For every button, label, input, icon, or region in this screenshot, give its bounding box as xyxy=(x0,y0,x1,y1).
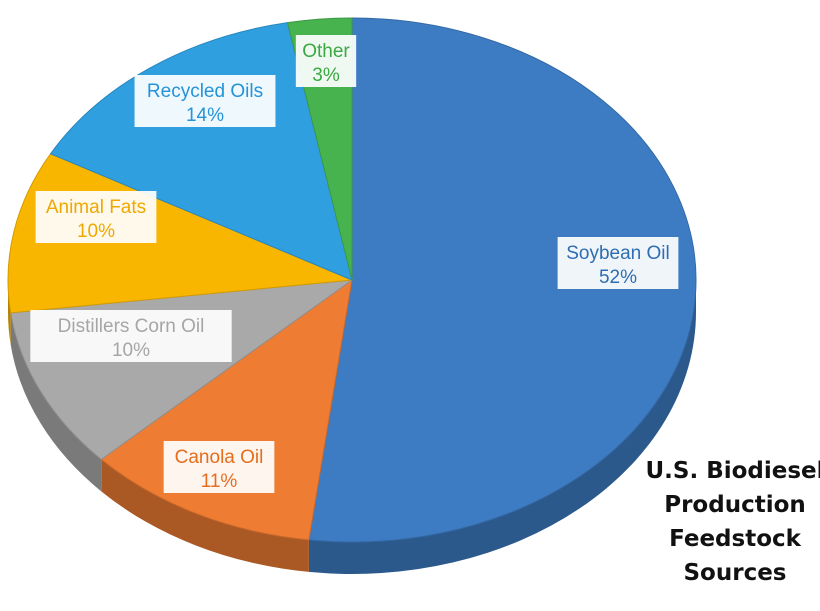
data-label-name: Soybean Oil xyxy=(566,243,670,264)
data-label-name: Animal Fats xyxy=(46,197,146,218)
data-label-box xyxy=(163,441,275,493)
data-label-other: Other 3% xyxy=(295,35,357,87)
pie-side-1 xyxy=(101,459,309,572)
pie-slice-recycled-oils xyxy=(49,22,353,281)
data-label-name: Recycled Oils xyxy=(147,81,263,102)
pie-side-walls xyxy=(8,280,696,574)
data-label-percent: 11% xyxy=(201,471,238,492)
data-label-recycled-oils: Recycled Oils 14% xyxy=(134,75,276,127)
pie-side-0 xyxy=(308,280,696,574)
chart-title: U.S. Biodiesel Production Feedstock Sour… xyxy=(640,454,820,590)
data-label-name: Canola Oil xyxy=(175,447,264,468)
data-label-name: Distillers Corn Oil xyxy=(58,316,205,337)
data-label-distillers-corn-oil: Distillers Corn Oil 10% xyxy=(30,310,232,362)
chart-title-line-4: Sources xyxy=(683,560,787,586)
data-label-box xyxy=(35,191,157,243)
pie-side-2 xyxy=(10,312,102,492)
data-label-soybean-oil: Soybean Oil 52% xyxy=(557,237,679,289)
data-label-box xyxy=(134,75,276,127)
data-label-percent: 52% xyxy=(599,267,637,288)
data-label-percent: 10% xyxy=(112,340,150,361)
data-label-percent: 3% xyxy=(312,65,340,86)
data-label-animal-fats: Animal Fats 10% xyxy=(35,191,157,243)
data-label-box xyxy=(295,35,357,87)
chart-title-line-3: Feedstock xyxy=(669,526,801,552)
chart-title-line-1: U.S. Biodiesel xyxy=(645,458,820,484)
pie-side-3 xyxy=(8,280,11,345)
data-label-box xyxy=(557,237,679,289)
data-label-box xyxy=(30,310,232,362)
data-label-name: Other xyxy=(302,41,350,62)
pie-slice-soybean-oil xyxy=(308,17,697,543)
data-label-percent: 14% xyxy=(186,105,224,126)
data-label-percent: 10% xyxy=(77,221,115,242)
data-label-canola-oil: Canola Oil 11% xyxy=(163,441,275,493)
chart-title-line-2: Production xyxy=(664,492,806,518)
